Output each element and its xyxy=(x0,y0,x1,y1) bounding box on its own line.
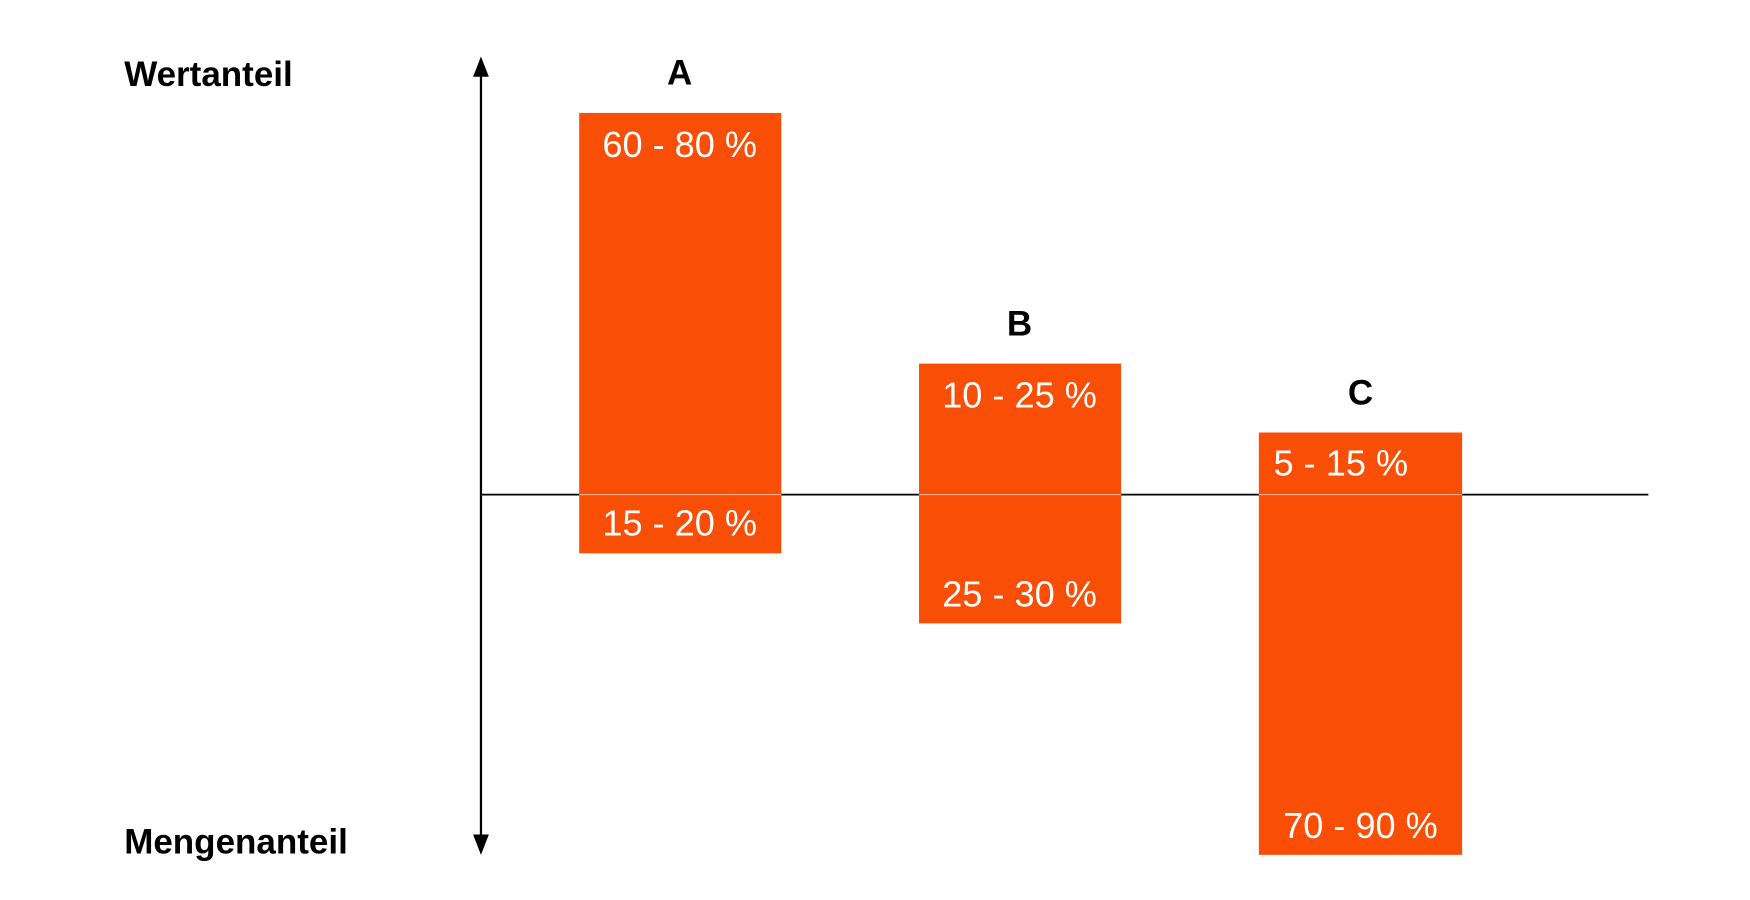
group-label: A xyxy=(667,54,692,93)
group-label: C xyxy=(1348,373,1373,412)
axis-title-top: Wertanteil xyxy=(124,55,293,94)
bar-c xyxy=(1258,432,1463,855)
arrow-down xyxy=(473,834,489,855)
lower-range: 15 - 20 % xyxy=(602,502,757,543)
lower-range: 25 - 30 % xyxy=(942,573,1097,614)
lower-range: 70 - 90 % xyxy=(1283,805,1438,846)
group-label: B xyxy=(1007,304,1032,343)
bar-b xyxy=(919,363,1122,624)
axis-title-bottom: Mengenanteil xyxy=(124,823,348,862)
arrow-up xyxy=(473,56,489,77)
bar-a xyxy=(579,112,782,554)
upper-range: 10 - 25 % xyxy=(942,375,1097,416)
upper-range: 5 - 15 % xyxy=(1274,442,1409,483)
upper-range: 60 - 80 % xyxy=(602,124,757,165)
